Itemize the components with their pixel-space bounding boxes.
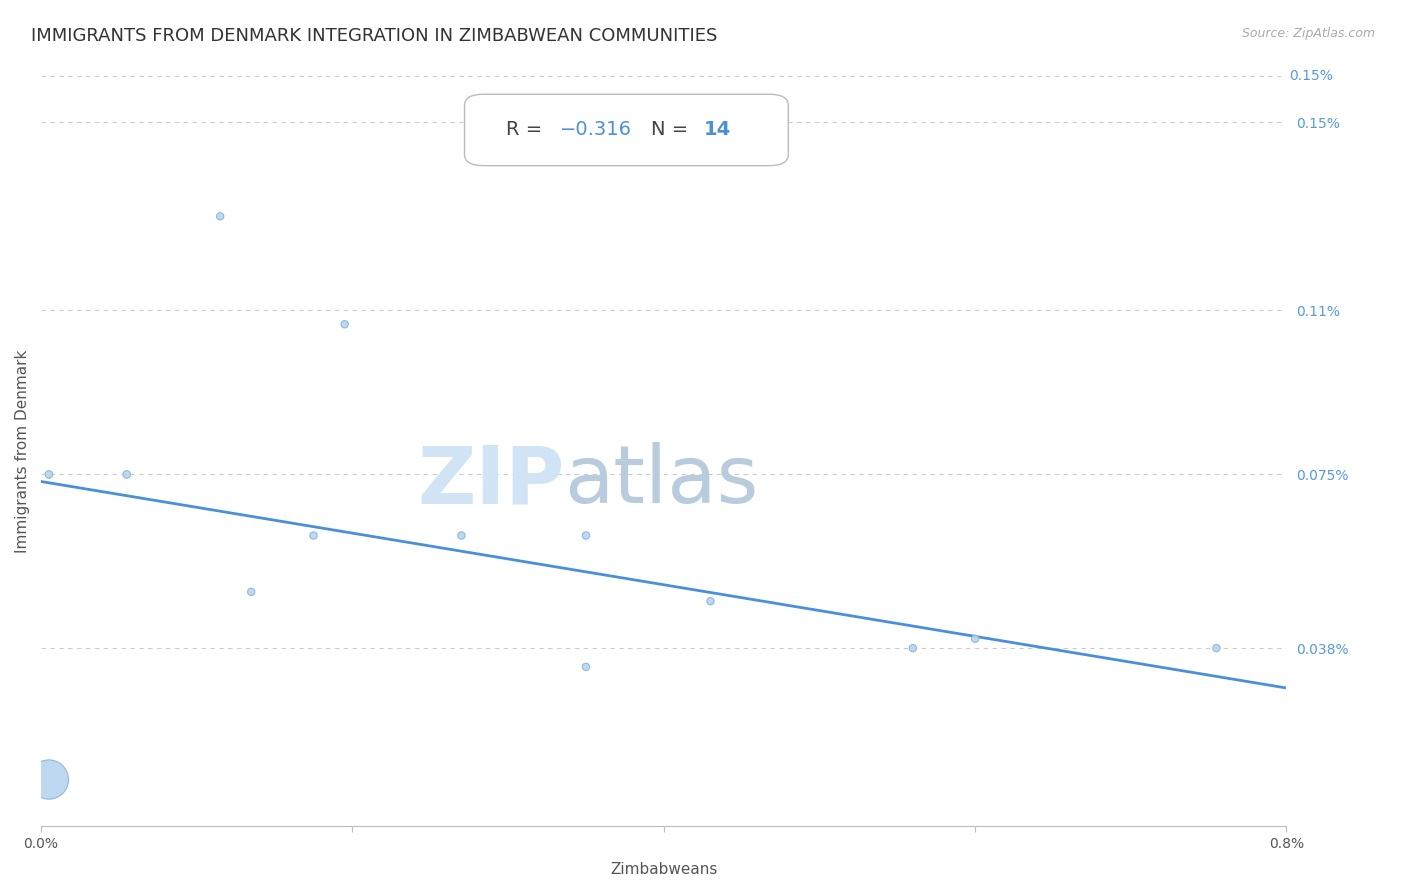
Point bbox=[302, 528, 325, 542]
Text: R =: R = bbox=[506, 120, 548, 139]
Text: atlas: atlas bbox=[564, 442, 759, 520]
Point bbox=[965, 632, 987, 646]
Text: 14: 14 bbox=[703, 120, 731, 139]
Text: Source: ZipAtlas.com: Source: ZipAtlas.com bbox=[1241, 27, 1375, 40]
Text: N =: N = bbox=[651, 120, 695, 139]
FancyBboxPatch shape bbox=[464, 95, 789, 166]
Text: −0.316: −0.316 bbox=[561, 120, 633, 139]
Text: ZIP: ZIP bbox=[418, 442, 564, 520]
Point bbox=[575, 528, 598, 542]
Text: 0.15%: 0.15% bbox=[1289, 69, 1333, 83]
Text: IMMIGRANTS FROM DENMARK INTEGRATION IN ZIMBABWEAN COMMUNITIES: IMMIGRANTS FROM DENMARK INTEGRATION IN Z… bbox=[31, 27, 717, 45]
Point bbox=[1205, 641, 1227, 656]
Point bbox=[209, 210, 232, 224]
Point bbox=[333, 318, 356, 332]
Point bbox=[240, 584, 263, 599]
Point bbox=[699, 594, 721, 608]
Point bbox=[38, 772, 60, 787]
Point bbox=[575, 660, 598, 674]
Point bbox=[38, 467, 60, 482]
X-axis label: Zimbabweans: Zimbabweans bbox=[610, 862, 717, 877]
Y-axis label: Immigrants from Denmark: Immigrants from Denmark bbox=[15, 350, 30, 553]
Point bbox=[115, 467, 138, 482]
Point bbox=[450, 528, 472, 542]
Point bbox=[901, 641, 924, 656]
